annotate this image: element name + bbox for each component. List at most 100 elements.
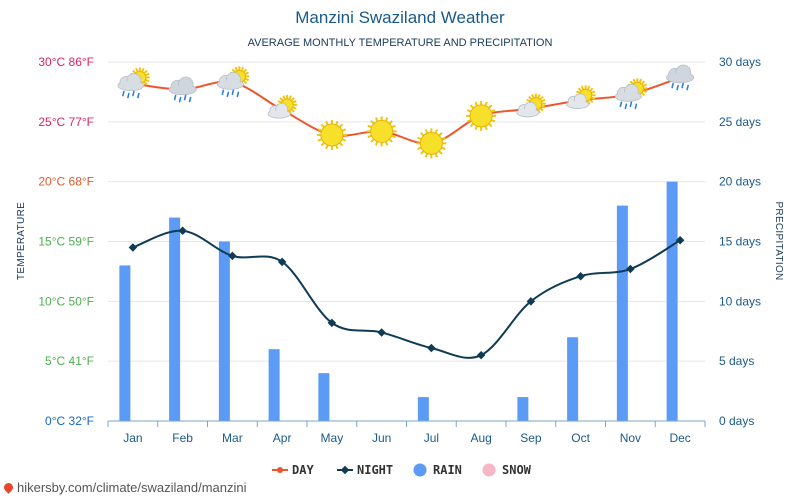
night-point	[327, 318, 337, 328]
sun-ray	[132, 69, 137, 75]
sun-ray	[484, 101, 488, 107]
rain-drop	[127, 92, 130, 99]
cloud-rain-icon	[666, 64, 695, 91]
rain-drop	[686, 84, 689, 91]
sun-ray	[590, 96, 596, 101]
rain-drop	[236, 91, 240, 98]
sun-ray	[374, 141, 379, 146]
sun-ray	[367, 124, 372, 129]
cloud-fill	[118, 81, 143, 90]
sun-ray	[317, 138, 323, 142]
sun-ray	[320, 142, 325, 147]
night-point	[526, 297, 536, 306]
rain-bar	[567, 337, 579, 421]
sun-ray	[541, 98, 546, 103]
rain-bar	[666, 181, 678, 421]
temperature-lines	[128, 76, 685, 360]
sun-ray	[537, 108, 541, 114]
sun-disc	[370, 119, 394, 143]
day-line	[132, 76, 681, 145]
sun-ray	[577, 87, 583, 92]
x-tick-label: Aug	[470, 431, 491, 445]
night-point	[178, 226, 187, 235]
x-tick-label: Jul	[424, 431, 439, 445]
sun-ray	[586, 100, 591, 105]
sun-ray	[474, 125, 478, 131]
legend-marker-icon	[340, 465, 350, 475]
footer-link[interactable]: hikersby.com/climate/swaziland/manzini	[17, 480, 247, 495]
x-tick-label: Sep	[520, 431, 542, 445]
right-tick-label: 10 days	[719, 294, 761, 308]
sun-ray	[474, 101, 478, 107]
rain-bar	[417, 397, 429, 421]
x-tick-label: Jan	[123, 431, 142, 445]
sun-ray	[488, 104, 493, 109]
sun-ray	[384, 117, 389, 122]
rain-bar	[517, 397, 529, 421]
sun-ray	[586, 85, 591, 91]
night-point	[277, 257, 287, 267]
sun-ray	[420, 150, 425, 155]
sun-ray	[417, 136, 422, 141]
x-tick-label: May	[321, 431, 344, 445]
sun-ray	[290, 108, 295, 113]
sun-ray	[335, 144, 339, 150]
x-tick-label: Oct	[571, 431, 590, 445]
cloud-sun-icon	[267, 94, 298, 119]
sun-ray	[466, 119, 472, 123]
cloud-fill	[567, 100, 588, 108]
sun-ray	[488, 122, 493, 128]
sun-ray	[388, 120, 393, 125]
sun-ray	[292, 100, 297, 104]
sun-ray	[434, 153, 439, 158]
sun-ray	[370, 138, 375, 143]
sun-ray	[484, 125, 488, 131]
rain-drop	[183, 94, 187, 101]
night-point	[626, 264, 635, 274]
sun-ray	[638, 78, 643, 84]
rain-drop	[173, 94, 177, 101]
sun-ray	[589, 98, 594, 104]
sun-ray	[541, 105, 546, 109]
sun-ray	[589, 87, 594, 92]
legend-marker-icon	[277, 467, 283, 473]
sun-ray	[417, 146, 422, 151]
cloud-sun-rain-icon	[216, 66, 250, 98]
x-tick-label: Jun	[372, 431, 391, 445]
source-footer: hikersby.com/climate/swaziland/manzini	[2, 480, 247, 495]
legend-item-rain: RAIN	[413, 463, 462, 477]
sun-ray	[441, 146, 446, 151]
right-tick-label: 15 days	[719, 235, 761, 249]
sun-ray	[438, 150, 443, 155]
location-pin-icon	[2, 481, 15, 494]
right-tick-label: 25 days	[719, 115, 761, 129]
sun-ray	[528, 95, 533, 101]
cloud-fill	[218, 80, 243, 89]
night-line	[132, 229, 681, 359]
sun-ray	[145, 78, 150, 83]
left-axis-title: TEMPERATURE	[16, 202, 27, 280]
cloud-fill	[517, 109, 539, 117]
sun-ray	[539, 107, 544, 112]
sun-disc	[320, 123, 344, 147]
legend-label: DAY	[292, 463, 314, 477]
sun-ray	[242, 79, 248, 85]
left-tick-label: 30°C 86°F	[38, 55, 94, 69]
sun-ray	[642, 89, 647, 94]
rain-drop	[676, 84, 679, 91]
sun-ray	[317, 128, 323, 132]
rain-drop	[231, 89, 235, 96]
sun-rays	[416, 128, 447, 159]
sun-ray	[143, 69, 148, 75]
sun-ray	[320, 123, 325, 128]
sun-ray	[434, 129, 439, 134]
rain-drop	[132, 90, 135, 97]
sun-disc	[469, 104, 493, 128]
legend-label: SNOW	[502, 463, 532, 477]
rain-drop	[178, 96, 182, 103]
legend-label: NIGHT	[357, 463, 393, 477]
sun-ray	[590, 90, 596, 94]
sun-ray	[526, 98, 531, 103]
sun-disc	[419, 131, 443, 155]
sun-ray	[141, 67, 145, 73]
